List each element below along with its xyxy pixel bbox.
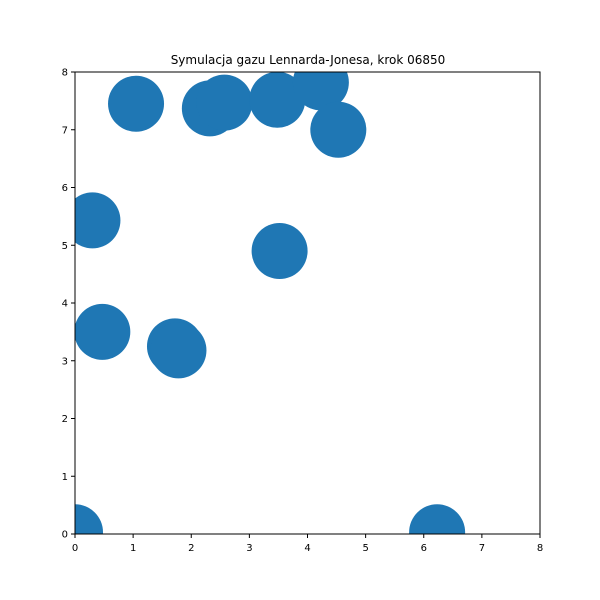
- scatter-point: [75, 504, 103, 534]
- scatter-point: [310, 101, 367, 158]
- x-tick-label: 6: [421, 543, 427, 554]
- y-tick-label: 2: [62, 414, 68, 425]
- scatter-point: [251, 223, 308, 280]
- scatter-point: [409, 504, 466, 534]
- scatter-point: [75, 192, 121, 249]
- x-tick-label: 4: [304, 543, 310, 554]
- scatter-point: [108, 75, 165, 132]
- y-tick-label: 0: [62, 530, 68, 541]
- y-tick-label: 5: [62, 241, 68, 252]
- y-tick-label: 6: [62, 183, 68, 194]
- x-tick-label: 1: [130, 543, 136, 554]
- y-tick-label: 1: [62, 472, 68, 483]
- y-tick-label: 3: [62, 356, 68, 367]
- scatter-point: [292, 72, 349, 111]
- x-axis: 0 1 2 3 4 5 6 7 8: [72, 534, 543, 554]
- x-tick-label: 2: [188, 543, 194, 554]
- x-tick-label: 8: [537, 543, 543, 554]
- y-tick-label: 8: [62, 68, 68, 79]
- y-tick-label: 4: [62, 299, 68, 310]
- x-tick-label: 7: [479, 543, 485, 554]
- x-tick-label: 0: [72, 543, 78, 554]
- scatter-point: [196, 74, 253, 131]
- points-layer: [75, 72, 466, 534]
- scatter-point: [249, 72, 306, 128]
- x-tick-label: 5: [362, 543, 368, 554]
- axes-frame: [74, 71, 541, 535]
- y-tick-label: 7: [62, 125, 68, 136]
- chart-title: Symulacja gazu Lennarda-Jonesa, krok 068…: [171, 53, 446, 67]
- y-axis: 0 1 2 3 4 5 6 7 8: [62, 68, 75, 541]
- x-tick-label: 3: [246, 543, 252, 554]
- scatter-point: [75, 303, 131, 360]
- scatter-point: [150, 322, 207, 379]
